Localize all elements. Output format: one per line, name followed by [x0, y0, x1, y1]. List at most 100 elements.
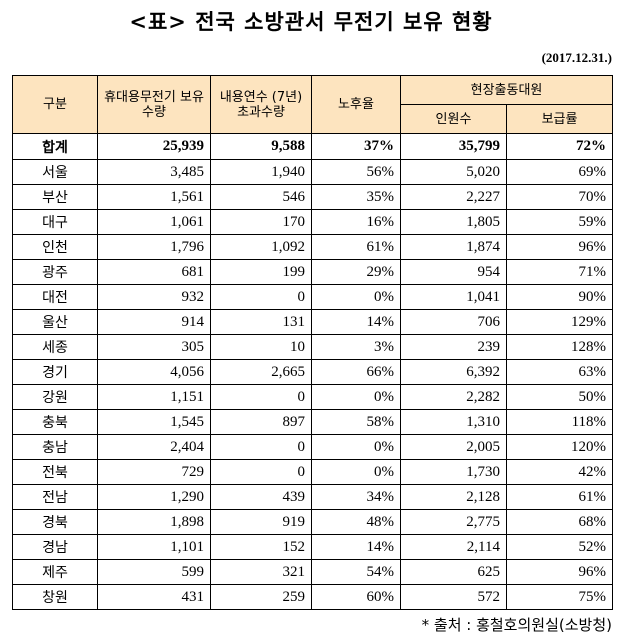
table-row: 충북 1,545 897 58% 1,310 118% [12, 409, 614, 435]
cell-supply-rate: 59% [505, 209, 614, 235]
cell-exceeded: 10 [210, 334, 312, 360]
cell-supply-rate: 128% [505, 334, 614, 360]
cell-supply-rate: 75% [505, 584, 614, 610]
table-row: 세종 305 10 3% 239 128% [12, 334, 614, 360]
cell-owned: 1,061 [97, 209, 211, 235]
cell-region: 서울 [12, 159, 98, 185]
cell-personnel: 1,805 [400, 209, 507, 235]
cell-supply-rate: 50% [505, 384, 614, 410]
cell-owned: 1,561 [97, 184, 211, 210]
cell-supply-rate: 96% [505, 234, 614, 260]
cell-exceeded: 0 [210, 459, 312, 485]
cell-personnel: 2,005 [400, 434, 507, 460]
cell-region: 부산 [12, 184, 98, 210]
cell-supply-rate: 96% [505, 559, 614, 585]
cell-personnel: 1,874 [400, 234, 507, 260]
cell-personnel: 35,799 [400, 133, 507, 160]
cell-personnel: 2,128 [400, 484, 507, 510]
cell-region: 전남 [12, 484, 98, 510]
cell-exceeded: 2,665 [210, 359, 312, 385]
header-owned: 휴대용무전기 보유수량 [97, 75, 211, 134]
cell-exceeded: 439 [210, 484, 312, 510]
cell-exceeded: 131 [210, 309, 312, 335]
cell-owned: 1,151 [97, 384, 211, 410]
cell-region: 제주 [12, 559, 98, 585]
cell-owned: 914 [97, 309, 211, 335]
cell-aging-rate: 14% [311, 534, 401, 560]
table-row: 대구 1,061 170 16% 1,805 59% [12, 209, 614, 235]
cell-personnel: 1,730 [400, 459, 507, 485]
cell-aging-rate: 0% [311, 384, 401, 410]
radio-holdings-table: 구분 휴대용무전기 보유수량 내용연수 (7년) 초과수량 노후율 현장출동대원… [12, 75, 614, 610]
cell-exceeded: 1,940 [210, 159, 312, 185]
cell-supply-rate: 118% [505, 409, 614, 435]
cell-personnel: 572 [400, 584, 507, 610]
cell-exceeded: 0 [210, 284, 312, 310]
cell-region: 창원 [12, 584, 98, 610]
cell-supply-rate: 129% [505, 309, 614, 335]
cell-region: 강원 [12, 384, 98, 410]
table-row: 경북 1,898 919 48% 2,775 68% [12, 509, 614, 535]
total-row: 합계 25,939 9,588 37% 35,799 72% [12, 133, 614, 160]
cell-supply-rate: 63% [505, 359, 614, 385]
cell-supply-rate: 61% [505, 484, 614, 510]
cell-owned: 305 [97, 334, 211, 360]
cell-aging-rate: 0% [311, 434, 401, 460]
cell-exceeded: 199 [210, 259, 312, 285]
cell-owned: 2,404 [97, 434, 211, 460]
cell-owned: 729 [97, 459, 211, 485]
header-supply-rate: 보급률 [505, 104, 614, 134]
cell-exceeded: 170 [210, 209, 312, 235]
cell-personnel: 5,020 [400, 159, 507, 185]
cell-region: 경기 [12, 359, 98, 385]
cell-exceeded: 1,092 [210, 234, 312, 260]
cell-aging-rate: 37% [311, 133, 401, 160]
header-aging-rate: 노후율 [311, 75, 401, 134]
header-region: 구분 [12, 75, 98, 134]
cell-supply-rate: 69% [505, 159, 614, 185]
cell-personnel: 239 [400, 334, 507, 360]
cell-owned: 3,485 [97, 159, 211, 185]
cell-supply-rate: 70% [505, 184, 614, 210]
cell-personnel: 2,775 [400, 509, 507, 535]
cell-aging-rate: 58% [311, 409, 401, 435]
table-row: 전북 729 0 0% 1,730 42% [12, 459, 614, 485]
table-row: 인천 1,796 1,092 61% 1,874 96% [12, 234, 614, 260]
cell-aging-rate: 34% [311, 484, 401, 510]
cell-aging-rate: 60% [311, 584, 401, 610]
cell-supply-rate: 72% [505, 133, 614, 160]
table-row: 경기 4,056 2,665 66% 6,392 63% [12, 359, 614, 385]
cell-exceeded: 152 [210, 534, 312, 560]
cell-supply-rate: 90% [505, 284, 614, 310]
cell-region: 대구 [12, 209, 98, 235]
page-title: <표> 전국 소방관서 무전기 보유 현황 [129, 9, 493, 34]
table-row: 강원 1,151 0 0% 2,282 50% [12, 384, 614, 410]
cell-exceeded: 546 [210, 184, 312, 210]
cell-personnel: 706 [400, 309, 507, 335]
cell-exceeded: 0 [210, 434, 312, 460]
cell-personnel: 625 [400, 559, 507, 585]
cell-personnel: 2,282 [400, 384, 507, 410]
cell-owned: 1,898 [97, 509, 211, 535]
cell-aging-rate: 54% [311, 559, 401, 585]
cell-personnel: 1,041 [400, 284, 507, 310]
table-row: 대전 932 0 0% 1,041 90% [12, 284, 614, 310]
cell-personnel: 1,310 [400, 409, 507, 435]
table-row: 부산 1,561 546 35% 2,227 70% [12, 184, 614, 210]
table-row: 경남 1,101 152 14% 2,114 52% [12, 534, 614, 560]
cell-supply-rate: 52% [505, 534, 614, 560]
cell-aging-rate: 35% [311, 184, 401, 210]
cell-owned: 1,101 [97, 534, 211, 560]
cell-owned: 599 [97, 559, 211, 585]
cell-owned: 932 [97, 284, 211, 310]
cell-personnel: 954 [400, 259, 507, 285]
table-row: 서울 3,485 1,940 56% 5,020 69% [12, 159, 614, 185]
cell-aging-rate: 56% [311, 159, 401, 185]
cell-aging-rate: 14% [311, 309, 401, 335]
cell-exceeded: 919 [210, 509, 312, 535]
cell-region: 충남 [12, 434, 98, 460]
table-row: 광주 681 199 29% 954 71% [12, 259, 614, 285]
cell-aging-rate: 3% [311, 334, 401, 360]
cell-region: 합계 [12, 133, 98, 160]
cell-owned: 25,939 [97, 133, 211, 160]
